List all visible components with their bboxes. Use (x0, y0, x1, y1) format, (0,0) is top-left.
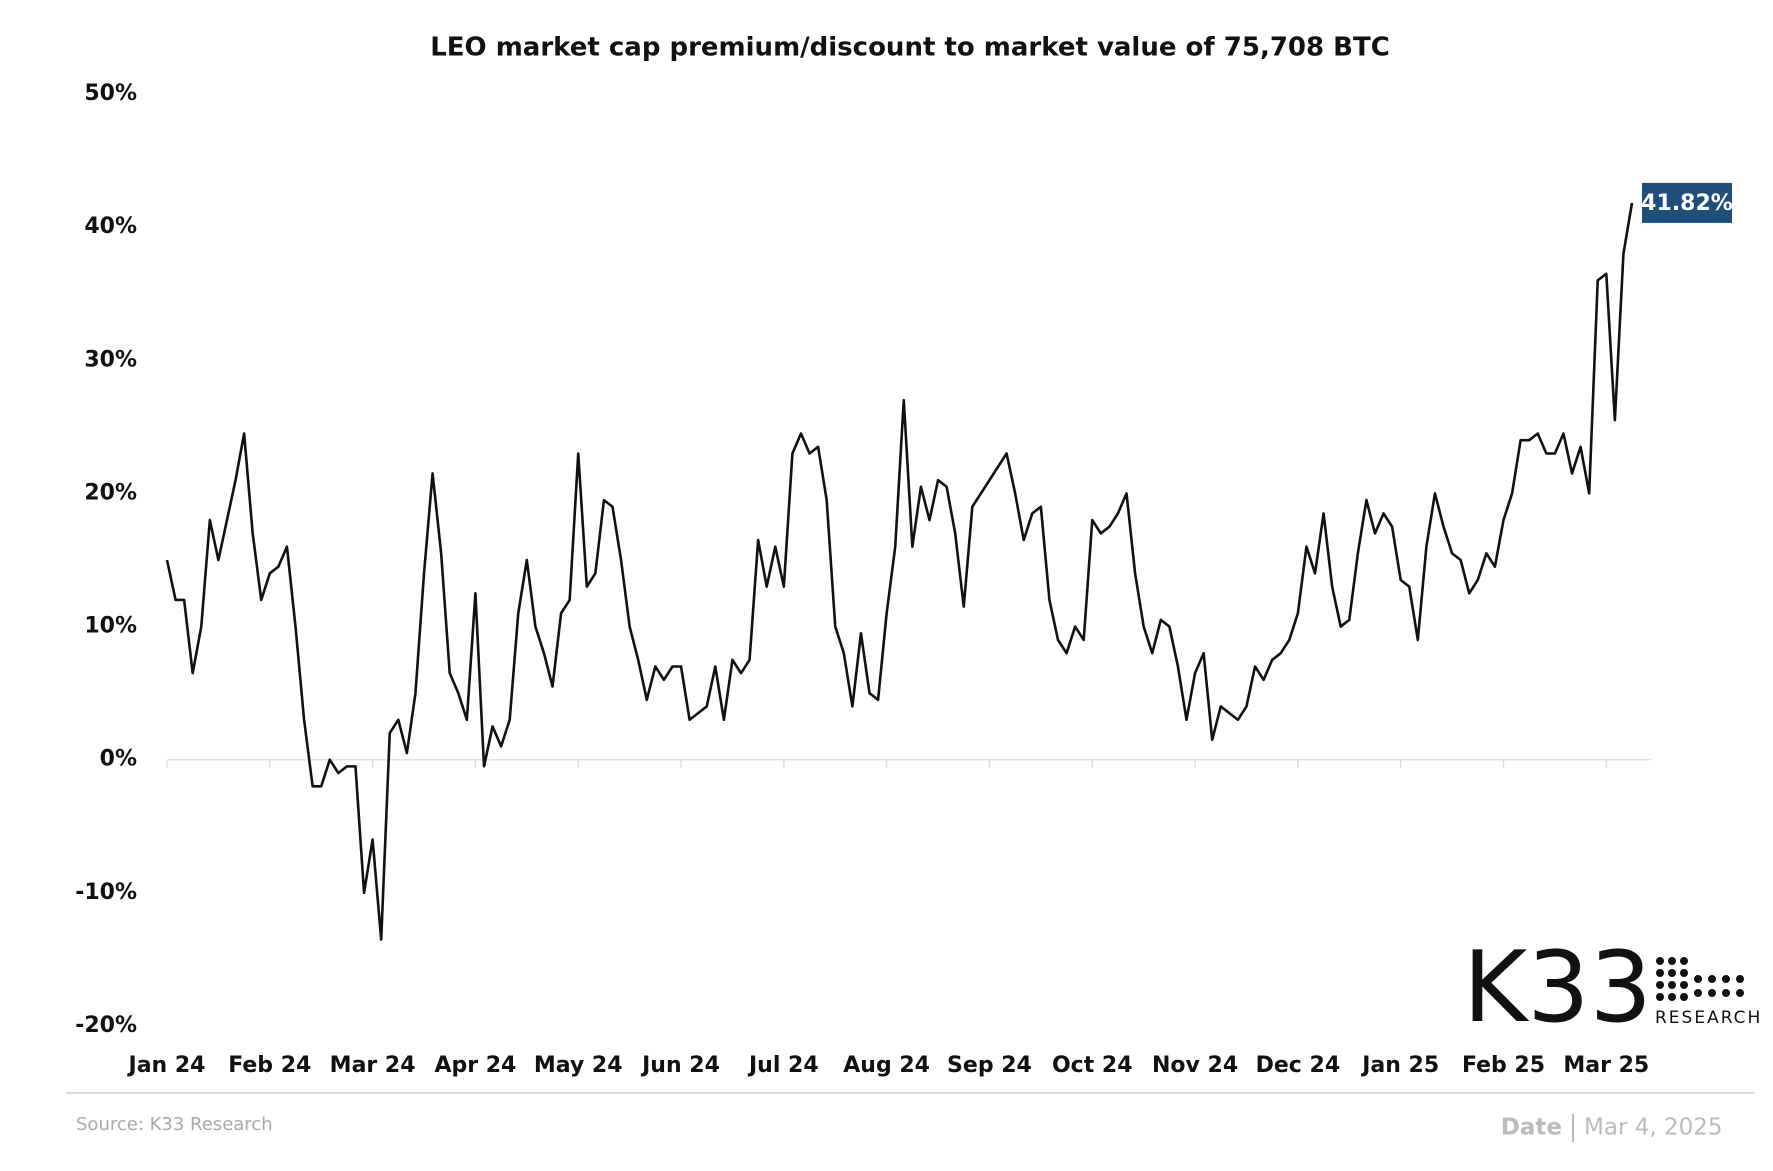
chart-title: LEO market cap premium/discount to marke… (430, 33, 1390, 63)
y-tick-label: -20% (75, 1013, 137, 1038)
y-tick-label: -10% (75, 880, 137, 905)
y-tick-label: 20% (84, 480, 137, 505)
x-tick-label: Mar 24 (330, 1053, 416, 1078)
y-tick-label: 40% (84, 214, 137, 239)
logo-subtext: RESEARCH (1655, 1008, 1762, 1028)
y-tick-label: 0% (100, 747, 137, 772)
y-tick-label: 30% (84, 347, 137, 372)
x-tick-label: Dec 24 (1256, 1053, 1341, 1078)
logo-dots (1656, 957, 1744, 1001)
x-tick-label: Mar 25 (1563, 1053, 1649, 1078)
source: Source: K33 Research (76, 1114, 273, 1135)
value-label: 41.82% (1641, 191, 1733, 216)
y-tick-label: 50% (84, 81, 137, 106)
x-tick-label: Oct 24 (1052, 1053, 1133, 1078)
y-tick-label: 10% (84, 614, 137, 639)
x-tick-label: Jun 24 (640, 1053, 720, 1078)
x-tick-label: May 24 (534, 1053, 623, 1078)
date: Mar 4, 2025 (1584, 1115, 1723, 1141)
x-tick-label: Jan 25 (1360, 1053, 1439, 1078)
x-tick-label: Feb 24 (228, 1053, 311, 1078)
date-label: Date (1501, 1115, 1562, 1141)
x-tick-label: Aug 24 (843, 1053, 930, 1078)
x-tick-label: Nov 24 (1152, 1053, 1238, 1078)
x-tick-label: Apr 24 (434, 1053, 516, 1078)
line-series (165, 202, 1634, 941)
x-tick-label: Feb 25 (1462, 1053, 1545, 1078)
x-tick-label: Jan 24 (127, 1053, 206, 1078)
value-label-box (1642, 182, 1732, 223)
x-tick-label: Sep 24 (947, 1053, 1032, 1078)
logo-text: K33 (1463, 931, 1652, 1045)
x-tick-label: Jul 24 (747, 1053, 819, 1078)
